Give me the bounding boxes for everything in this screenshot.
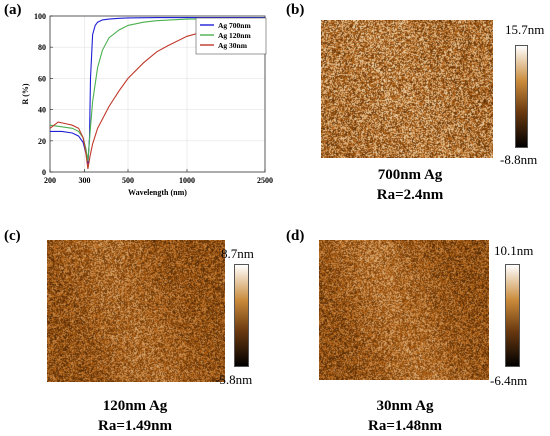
caption-b-sample: 700nm Ag [377,167,443,183]
afm-image-700nm [321,20,493,158]
colorbar-b [515,45,528,148]
series-line-1 [50,17,265,165]
colorbar-d [505,264,520,367]
x-tick-label: 200 [44,176,56,185]
legend-entry: Ag 30nm [218,41,248,50]
scale-max-c: 8.7nm [221,246,254,261]
scale-min-c: -5.8nm [215,372,253,387]
afm-image-30nm [319,240,489,380]
panel-label-d: (d) [286,228,305,244]
x-axis-label: Wavelength (nm) [128,188,187,197]
caption-d-sample: 30nm Ag [376,398,434,414]
series-line-2 [49,17,266,162]
y-tick-label: 20 [38,137,46,146]
y-axis-label: R (%) [21,83,30,104]
caption-c-sample: 120nm Ag [102,398,168,414]
caption-b: 700nm Ag Ra=2.4nm [340,165,480,205]
panel-label-a: (a) [4,2,22,18]
caption-b-roughness: Ra=2.4nm [376,187,444,203]
scale-min-d: -6.4nm [490,373,528,388]
legend-entry: Ag 120nm [218,31,251,40]
plot-frame [49,15,266,173]
scale-max-d: 10.1nm [494,243,534,258]
afm-image-120nm [47,240,225,382]
caption-d-roughness: Ra=1.48nm [368,418,442,434]
y-tick-label: 80 [38,43,46,52]
caption-c: 120nm Ag Ra=1.49nm [70,396,200,436]
colorbar-c [234,264,249,367]
legend-entry: Ag 700nm [218,21,251,30]
y-tick-label: 40 [38,106,46,115]
scale-min-b: -8.8nm [500,152,538,167]
x-tick-label: 2500 [257,176,273,185]
reflectance-chart: 200 300 500 1000 2500 0 20 40 60 80 100 Wavelength … [21,12,273,197]
y-tick-label: 0 [42,168,46,177]
scale-max-b: 15.7nm [505,22,545,37]
caption-d: 30nm Ag Ra=1.48nm [340,396,470,436]
x-tick-label: 1000 [179,176,195,185]
legend-box [195,17,267,55]
caption-c-roughness: Ra=1.49nm [98,418,172,434]
x-tick-label: 300 [79,176,91,185]
panel-label-b: (b) [286,2,305,18]
x-tick-label: 500 [122,176,134,185]
y-tick-label: 60 [38,74,46,83]
y-tick-label: 100 [34,12,46,21]
panel-label-c: (c) [4,228,21,244]
series-line-3 [49,20,266,169]
